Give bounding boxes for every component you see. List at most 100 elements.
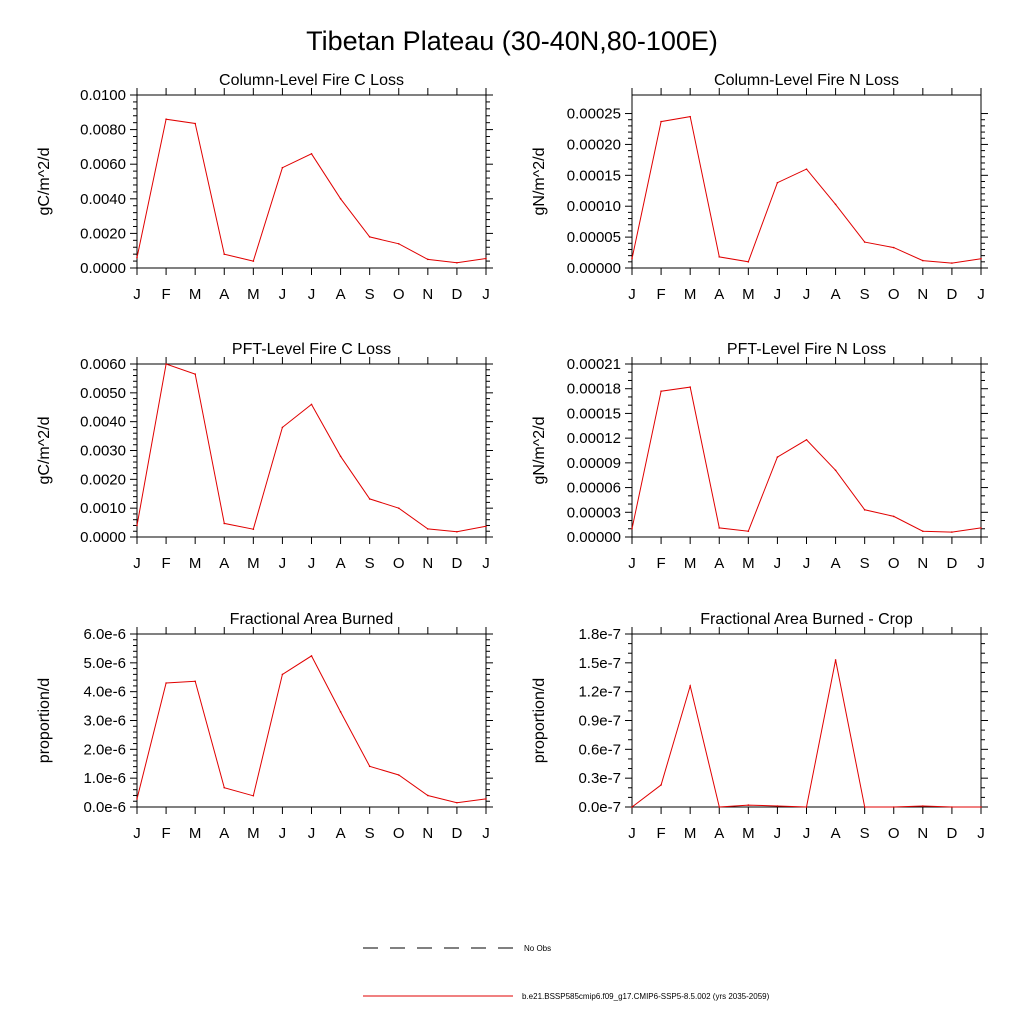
x-tick-label: D: [946, 555, 957, 572]
data-point: [922, 259, 924, 262]
x-tick-label: A: [831, 286, 841, 303]
data-point: [223, 786, 226, 789]
y-tick-label: 0.00003: [567, 504, 621, 521]
y-tick-label: 0.00015: [567, 167, 621, 184]
data-point: [194, 680, 196, 683]
data-point: [485, 525, 487, 528]
panel-title: PFT-Level Fire N Loss: [727, 341, 886, 358]
y-tick-label: 0.0010: [80, 500, 126, 517]
x-tick-label: N: [422, 286, 433, 303]
y-tick-label: 0.3e-7: [578, 770, 621, 787]
legend-obs-label: No Obs: [524, 944, 551, 953]
data-point: [951, 806, 953, 808]
data-point: [281, 166, 284, 169]
data-point: [310, 403, 313, 406]
y-tick-label: 5.0e-6: [83, 655, 126, 672]
x-tick-label: O: [393, 286, 405, 303]
x-tick-label: O: [888, 825, 900, 842]
y-tick-label: 3.0e-6: [83, 713, 126, 730]
x-tick-label: J: [279, 555, 287, 572]
data-point: [397, 242, 400, 245]
y-tick-label: 0.00021: [567, 356, 621, 373]
data-point: [397, 774, 400, 776]
plot-frame: [631, 633, 982, 808]
data-point: [922, 530, 924, 533]
data-point: [368, 236, 371, 238]
y-tick-label: 0.0060: [80, 156, 126, 173]
y-tick-label: 0.00020: [567, 136, 621, 153]
data-point: [427, 258, 429, 261]
data-point: [368, 498, 371, 500]
data-point: [718, 527, 721, 529]
y-tick-label: 6.0e-6: [83, 626, 126, 643]
y-axis-label: gN/m^2/d: [531, 148, 548, 216]
series-line: [136, 363, 487, 533]
x-tick-label: J: [133, 286, 141, 303]
x-tick-label: J: [308, 286, 316, 303]
data-point: [834, 203, 837, 206]
chart-panel-6: Fractional Area Burned - Crop 0.0e-7 0.3e-…: [531, 611, 988, 842]
y-tick-label: 0.0e-6: [83, 799, 126, 816]
y-tick-label: 0.00015: [567, 405, 621, 422]
data-point: [892, 246, 895, 249]
panel-title: PFT-Level Fire C Loss: [232, 341, 391, 358]
x-tick-label: S: [860, 286, 870, 303]
y-tick-label: 0.0000: [80, 529, 126, 546]
y-tick-label: 0.0040: [80, 414, 126, 431]
data-point: [747, 530, 750, 533]
x-tick-label: N: [422, 825, 433, 842]
x-tick-label: M: [742, 825, 755, 842]
x-tick-label: S: [860, 555, 870, 572]
x-tick-label: J: [803, 825, 811, 842]
chart-panel-2: Column-Level Fire N Loss 0.00000 0.00005 0.…: [531, 72, 988, 303]
x-tick-label: M: [247, 825, 260, 842]
data-point: [980, 806, 982, 808]
x-tick-label: F: [656, 555, 665, 572]
x-tick-label: J: [482, 286, 490, 303]
data-point: [368, 765, 371, 768]
x-tick-label: M: [189, 286, 202, 303]
y-tick-label: 0.0060: [80, 356, 126, 373]
y-tick-label: 1.0e-6: [83, 770, 126, 787]
series-line: [631, 659, 981, 808]
x-tick-label: O: [888, 555, 900, 572]
y-tick-label: 0.00000: [567, 529, 621, 546]
x-tick-label: J: [977, 825, 985, 842]
y-tick-label: 0.00012: [567, 430, 621, 447]
x-tick-label: J: [774, 825, 782, 842]
chart-panel-1: Column-Level Fire C Loss 0.0000 0.0020 0.00…: [36, 72, 493, 303]
data-point: [805, 168, 808, 170]
plot-frame: [136, 363, 487, 538]
x-tick-label: J: [803, 286, 811, 303]
data-point: [310, 655, 313, 657]
data-point: [136, 256, 138, 259]
data-point: [631, 806, 633, 808]
data-point: [980, 257, 982, 260]
plot-frame: [136, 633, 487, 808]
y-tick-label: 0.0040: [80, 191, 126, 208]
y-tick-label: 0.00010: [567, 198, 621, 215]
data-point: [136, 798, 138, 800]
data-point: [922, 805, 924, 807]
data-point: [660, 390, 662, 392]
data-point: [456, 801, 458, 804]
x-tick-label: F: [161, 555, 170, 572]
x-tick-label: M: [189, 825, 202, 842]
x-tick-label: M: [684, 825, 697, 842]
x-tick-label: N: [917, 555, 928, 572]
data-point: [660, 784, 662, 786]
x-tick-label: A: [336, 825, 346, 842]
x-tick-label: F: [161, 286, 170, 303]
x-tick-label: J: [308, 825, 316, 842]
data-point: [252, 794, 255, 797]
data-point: [834, 659, 837, 661]
x-tick-label: J: [279, 286, 287, 303]
data-point: [660, 120, 662, 123]
y-axis-label: gN/m^2/d: [531, 417, 548, 485]
panel-title: Fractional Area Burned - Crop: [700, 611, 913, 628]
data-point: [281, 673, 284, 676]
panel-title: Fractional Area Burned: [230, 611, 394, 628]
x-tick-label: A: [714, 825, 724, 842]
x-tick-label: A: [219, 555, 229, 572]
data-point: [165, 363, 167, 365]
